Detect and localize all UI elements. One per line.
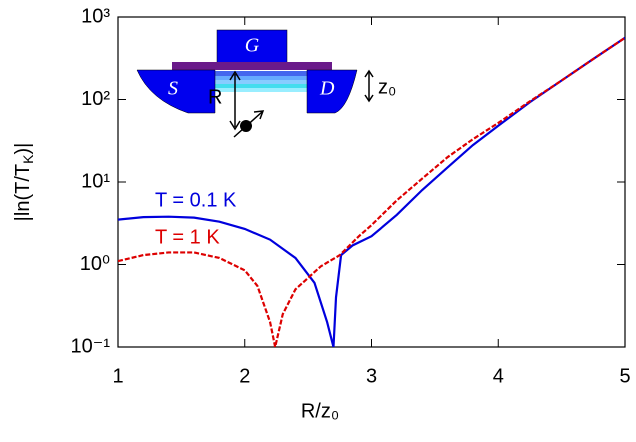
layer: [212, 84, 308, 88]
y-axis-label: |ln(T/TK)|: [12, 143, 35, 222]
layer: [212, 80, 308, 84]
r-label: R: [208, 86, 222, 108]
oxide: [172, 62, 332, 70]
x-tick-label: 2: [239, 365, 250, 387]
y-tick-label: 10⁻¹: [71, 335, 111, 357]
x-tick-label: 4: [493, 365, 504, 387]
z0-label: z₀: [378, 76, 396, 98]
y-label-part: )|: [12, 143, 34, 155]
x-tick-label: 1: [112, 365, 123, 387]
x-tick-label: 5: [619, 365, 630, 387]
layer: [212, 76, 308, 80]
gate: [216, 29, 288, 64]
z0-arrow-heads: [364, 69, 374, 103]
x-tick-label: 3: [366, 365, 377, 387]
drain-label: D: [319, 78, 335, 100]
gate-label: G: [245, 35, 260, 57]
y-tick-label: 10³: [81, 5, 110, 27]
legend-label: T = 1 K: [155, 226, 220, 248]
y-label-sub: K: [20, 154, 36, 164]
drain: [306, 69, 358, 114]
layer: [212, 88, 308, 92]
x-axis-label: R/z₀: [301, 400, 339, 422]
plot-area: [118, 36, 625, 347]
y-tick-label: 10²: [81, 88, 110, 110]
data-line: [118, 36, 625, 347]
source-label: S: [168, 78, 178, 100]
layer: [212, 71, 308, 76]
spin-arrow: [233, 111, 263, 138]
y-tick-label: 10⁰: [80, 253, 110, 275]
y-label-part: |ln(T/T: [12, 164, 34, 221]
data-line: [118, 36, 625, 347]
spin-arrow-head: [253, 110, 265, 120]
r-arrow-heads: [229, 70, 241, 131]
y-tick-label: 10¹: [81, 170, 110, 192]
legend-label: T = 0.1 K: [155, 189, 237, 211]
inset: G S D R z₀: [136, 29, 396, 138]
source: [136, 69, 216, 114]
